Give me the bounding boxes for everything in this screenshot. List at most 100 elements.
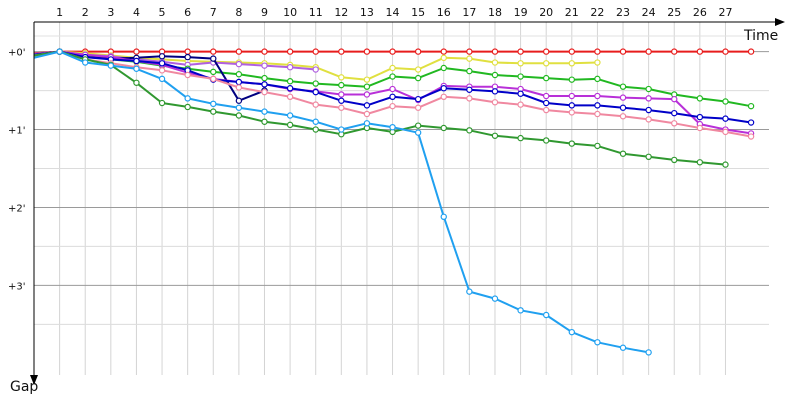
x-tick-label: 19	[514, 6, 528, 19]
data-point	[389, 85, 396, 93]
data-point	[466, 48, 473, 55]
data-point	[594, 75, 601, 83]
data-point	[363, 120, 371, 127]
data-point	[363, 76, 371, 83]
axes	[30, 18, 785, 385]
data-point	[645, 95, 652, 102]
data-point	[312, 126, 319, 133]
horizontal-grid	[34, 35, 769, 325]
data-point	[210, 100, 217, 108]
data-point	[235, 78, 243, 86]
data-point	[261, 81, 268, 88]
data-point	[312, 101, 319, 108]
data-point	[619, 344, 627, 351]
data-point	[491, 132, 499, 139]
data-point	[568, 92, 576, 100]
series	[33, 48, 755, 55]
data-point	[440, 48, 447, 55]
data-point	[414, 48, 422, 55]
data-point	[312, 80, 319, 87]
data-point	[645, 116, 652, 123]
data-point	[619, 94, 627, 101]
data-point	[414, 129, 422, 136]
data-point	[671, 120, 678, 127]
data-point	[466, 67, 473, 75]
y-axis-arrow	[30, 375, 38, 385]
data-point	[184, 71, 191, 79]
series	[33, 48, 755, 126]
data-point	[210, 55, 217, 62]
data-point	[568, 140, 576, 147]
y-axis-title: Gap	[10, 379, 38, 395]
data-point	[235, 97, 243, 104]
x-tick-label: 7	[210, 6, 217, 19]
data-point	[363, 48, 371, 55]
x-tick-label: 6	[184, 6, 191, 19]
data-point	[722, 98, 729, 105]
series-line	[33, 50, 726, 166]
data-point	[568, 328, 576, 336]
data-point	[107, 62, 115, 69]
data-point	[542, 48, 550, 55]
x-tick-label: 13	[360, 6, 374, 19]
data-point	[542, 99, 550, 107]
data-point	[440, 54, 447, 62]
data-point	[338, 126, 345, 133]
data-point	[542, 74, 550, 82]
data-point	[414, 74, 422, 82]
data-point	[542, 311, 550, 319]
data-point	[491, 59, 499, 66]
data-point	[747, 48, 755, 55]
data-point	[389, 102, 396, 110]
data-point	[542, 137, 550, 144]
data-point	[568, 76, 576, 83]
data-point	[517, 134, 524, 142]
data-point	[722, 48, 729, 55]
data-point	[517, 90, 524, 97]
data-point	[594, 48, 601, 55]
data-point	[414, 104, 422, 111]
data-point	[414, 95, 422, 103]
x-tick-label: 21	[565, 6, 579, 19]
data-point	[671, 95, 678, 103]
data-point	[312, 118, 319, 125]
data-point	[235, 71, 243, 78]
x-tick-label: 25	[667, 6, 681, 19]
data-point	[696, 48, 704, 55]
data-point	[491, 88, 499, 95]
data-point	[517, 307, 524, 314]
x-tick-label: 16	[437, 6, 451, 19]
data-point	[363, 91, 371, 98]
data-point	[261, 108, 268, 115]
data-point	[466, 95, 473, 102]
y-tick-label: +2'	[8, 203, 26, 214]
data-point	[491, 295, 499, 302]
data-point	[312, 66, 319, 73]
data-point	[568, 48, 576, 55]
data-point	[747, 119, 755, 126]
y-tick-label: +3'	[8, 281, 26, 292]
x-tick-label: 3	[107, 6, 114, 19]
data-point	[440, 64, 447, 72]
data-point	[133, 57, 140, 65]
data-point	[389, 123, 396, 131]
data-point	[645, 85, 652, 93]
data-point	[619, 113, 627, 120]
data-point	[82, 59, 89, 66]
x-tick-label: 9	[261, 6, 268, 19]
data-point	[389, 93, 396, 101]
data-point	[184, 103, 191, 111]
data-point	[466, 55, 473, 62]
data-point	[594, 110, 601, 118]
data-point	[261, 88, 268, 96]
data-point	[594, 339, 601, 346]
x-tick-label: 27	[718, 6, 732, 19]
data-point	[722, 115, 729, 122]
data-point	[722, 161, 729, 168]
data-point	[363, 102, 371, 109]
x-tick-label: 11	[309, 6, 323, 19]
data-point	[696, 124, 704, 132]
x-tick-label: 5	[159, 6, 166, 19]
data-point	[312, 48, 319, 55]
